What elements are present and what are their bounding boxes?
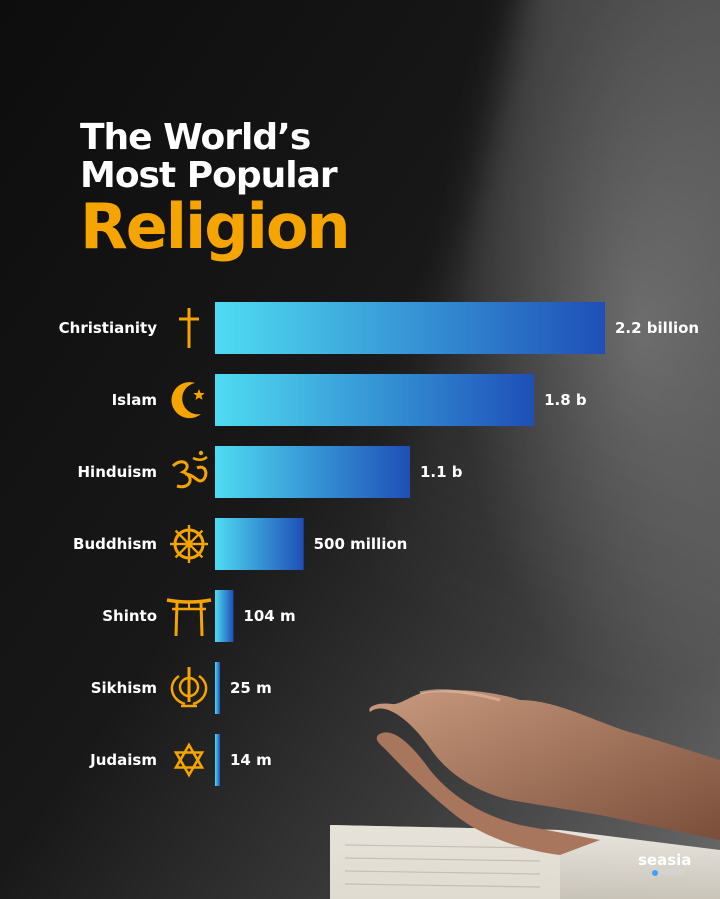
category-label-hinduism: Hinduism	[78, 463, 158, 481]
bar-hinduism	[215, 446, 410, 498]
value-label-judaism: 14 m	[230, 751, 272, 769]
category-label-buddhism: Buddhism	[73, 535, 157, 553]
bar-islam	[215, 374, 535, 426]
value-label-hinduism: 1.1 b	[420, 463, 463, 481]
bar-sikhism	[215, 662, 220, 714]
star-of-david-icon	[173, 742, 205, 778]
category-label-judaism: Judaism	[89, 751, 157, 769]
brand-name: seasia	[638, 851, 692, 869]
value-label-christianity: 2.2 billion	[615, 319, 699, 337]
value-label-shinto: 104 m	[243, 607, 295, 625]
bar-shinto	[215, 590, 234, 642]
crescent-star-icon	[171, 382, 205, 419]
om-icon	[171, 450, 208, 489]
category-label-sikhism: Sikhism	[91, 679, 157, 697]
brand-logo: seasia stats	[638, 852, 691, 878]
category-label-christianity: Christianity	[59, 319, 158, 337]
value-label-buddhism: 500 million	[314, 535, 408, 553]
bar-buddhism	[215, 518, 304, 570]
value-label-sikhism: 25 m	[230, 679, 272, 697]
title-line-3: Religion	[80, 190, 351, 263]
torii-gate-icon	[166, 598, 212, 637]
bar-judaism	[215, 734, 220, 786]
category-label-shinto: Shinto	[102, 607, 157, 625]
bar-christianity	[215, 302, 605, 354]
category-label-islam: Islam	[112, 391, 157, 409]
value-label-islam: 1.8 b	[544, 391, 587, 409]
dharma-wheel-icon	[170, 525, 208, 563]
title-line-1: The World’s	[80, 117, 311, 158]
brand-sub-text: stats	[660, 868, 682, 878]
cross-icon	[179, 308, 199, 348]
khanda-icon	[170, 667, 208, 708]
title-line-2: Most Popular	[80, 155, 338, 196]
brand-dot-icon	[652, 869, 658, 876]
brand-sub: stats	[652, 868, 691, 878]
